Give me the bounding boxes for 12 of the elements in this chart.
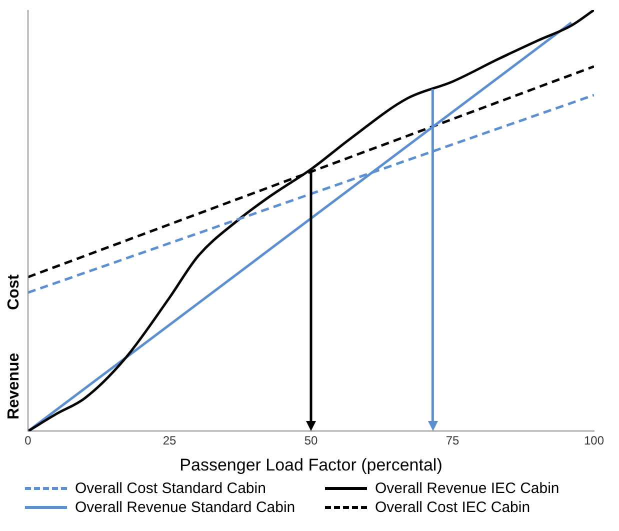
legend-label: Overall Cost IEC Cabin <box>375 499 530 516</box>
x-tick-label: 50 <box>304 434 318 448</box>
x-tick-label: 100 <box>584 434 604 448</box>
x-tick-label: 0 <box>24 434 32 448</box>
x-axis-title: Passenger Load Factor (percental) <box>180 455 442 474</box>
x-tick-label: 75 <box>446 434 460 448</box>
legend-label: Overall Revenue IEC Cabin <box>375 480 560 497</box>
legend-label: Overall Revenue Standard Cabin <box>75 499 296 516</box>
text: Cost <box>5 274 22 310</box>
legend-label: Overall Cost Standard Cabin <box>75 480 266 497</box>
x-tick-label: 25 <box>162 434 176 448</box>
y-axis-title: Revenue <box>5 352 22 420</box>
